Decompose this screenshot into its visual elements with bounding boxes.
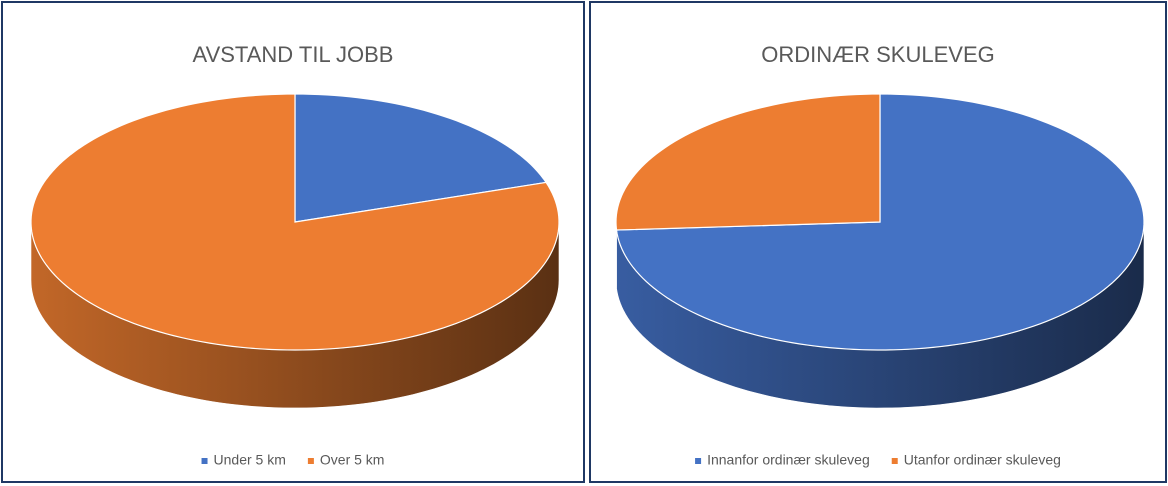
legend-swatch (891, 458, 898, 464)
legend-label: Utanfor ordinær skuleveg (904, 452, 1061, 468)
pie-slice (30, 93, 560, 351)
pie-slice (615, 93, 881, 231)
chart-title: AVSTAND TIL JOBB (193, 42, 394, 67)
legend-label: Innanfor ordinær skuleveg (707, 452, 870, 468)
chart-title: ORDINÆR SKULEVEG (761, 42, 995, 67)
pie-slice (294, 93, 548, 223)
legend-label: Over 5 km (320, 452, 385, 468)
legend-label: Under 5 km (214, 452, 286, 468)
legend-swatch (307, 458, 314, 464)
legend-swatch (201, 458, 208, 464)
legend-swatch (695, 458, 702, 464)
